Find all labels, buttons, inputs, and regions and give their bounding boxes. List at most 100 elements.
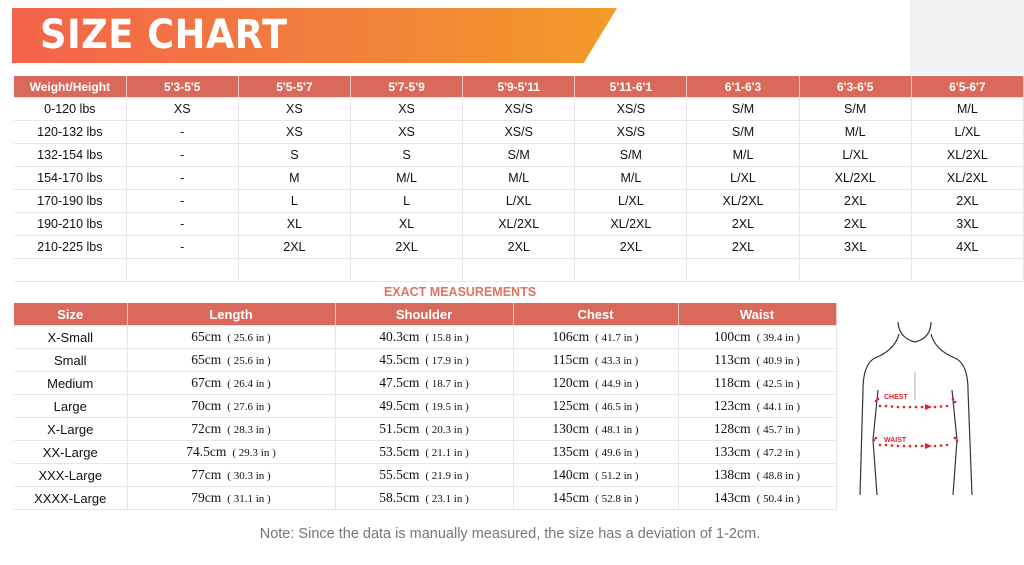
cm-value: 133cm	[713, 444, 751, 459]
measurement-cell: 125cm ( 46.5 in )	[513, 394, 679, 418]
inch-value: ( 29.3 in )	[232, 447, 276, 459]
measurement-cell: 40.3cm ( 15.8 in )	[335, 325, 514, 349]
inch-value: ( 50.4 in )	[756, 493, 801, 505]
table-cell: 2XL	[574, 235, 688, 259]
inch-value: ( 20.3 in )	[425, 424, 469, 436]
cm-value: 79cm	[191, 490, 222, 505]
table-cell	[911, 258, 1024, 282]
measurement-cell: 140cm ( 51.2 in )	[513, 463, 679, 487]
table-row: XXX-Large 77cm ( 30.3 in ) 55.5cm ( 21.9 in …	[14, 463, 837, 487]
inch-value: ( 27.6 in )	[227, 401, 271, 413]
measurement-cell: 113cm ( 40.9 in )	[678, 348, 837, 372]
grey-panel	[910, 0, 1024, 75]
inch-value: ( 31.1 in )	[227, 493, 271, 505]
table-cell: M/L	[462, 166, 576, 190]
cm-value: 120cm	[552, 375, 590, 390]
column-header: Chest	[513, 303, 679, 326]
table-cell: -	[126, 120, 239, 144]
page-title: SIZE CHART	[40, 12, 288, 58]
table-cell: S/M	[462, 143, 576, 167]
cm-value: 65cm	[191, 352, 222, 367]
measurement-cell: 49.5cm ( 19.5 in )	[335, 394, 514, 418]
inch-value: ( 21.1 in )	[425, 447, 469, 459]
column-header: Waist	[678, 303, 837, 326]
table-row: Large 70cm ( 27.6 in ) 49.5cm ( 19.5 in ) 125…	[14, 394, 837, 418]
cm-value: 130cm	[552, 421, 590, 436]
table-cell: M/L	[911, 97, 1024, 121]
cm-value: 118cm	[714, 375, 751, 390]
table-cell: 170-190 lbs	[14, 189, 127, 213]
measurement-cell: 130cm ( 48.1 in )	[513, 417, 679, 441]
inch-value: ( 41.7 in )	[595, 332, 639, 344]
measurement-note: Note: Since the data is manually measure…	[259, 526, 761, 542]
table-cell: 120-132 lbs	[14, 120, 127, 144]
size-cell: X-Small	[14, 325, 128, 349]
cm-value: 55.5cm	[379, 467, 420, 482]
cm-value: 115cm	[552, 352, 589, 367]
size-cell: Large	[14, 394, 128, 418]
inch-value: ( 19.5 in )	[425, 401, 469, 413]
inch-value: ( 47.2 in )	[756, 447, 801, 459]
table-cell: 2XL	[799, 212, 912, 236]
measurement-cell: 74.5cm ( 29.3 in )	[127, 440, 336, 464]
cm-value: 140cm	[552, 467, 590, 482]
table-cell: L	[238, 189, 351, 213]
measurement-cell: 138cm ( 48.8 in )	[678, 463, 837, 487]
table-cell: 190-210 lbs	[14, 212, 127, 236]
measurement-cell: 58.5cm ( 23.1 in )	[335, 486, 514, 510]
table-cell: L	[350, 189, 464, 213]
body-measurement-figure: CHEST WAIST	[859, 321, 973, 496]
table-cell	[462, 258, 576, 282]
size-cell: Small	[14, 348, 128, 372]
table-cell: 4XL	[911, 235, 1024, 259]
column-header: 5'5-5'7	[238, 76, 351, 98]
column-header: Shoulder	[335, 303, 514, 326]
measurement-cell: 106cm ( 41.7 in )	[513, 325, 679, 349]
column-header: 5'3-5'5	[126, 76, 239, 98]
measurement-cell: 143cm ( 50.4 in )	[678, 486, 837, 510]
cm-value: 100cm	[713, 329, 751, 344]
column-header: 6'1-6'3	[686, 76, 800, 98]
inch-value: ( 45.7 in )	[756, 424, 801, 436]
table-cell: XL/2XL	[574, 212, 688, 236]
size-cell: XX-Large	[14, 440, 128, 464]
measurements-table: Size Length Shoulder Chest Waist X-Small 65cm…	[14, 303, 837, 510]
table-cell: 2XL	[350, 235, 464, 259]
chest-label: CHEST	[884, 394, 908, 401]
cm-value: 47.5cm	[379, 375, 420, 390]
table-cell: 2XL	[238, 235, 351, 259]
inch-value: ( 26.4 in )	[227, 378, 271, 390]
table-cell: 2XL	[462, 235, 576, 259]
table-cell: XS/S	[574, 120, 688, 144]
table-cell: 3XL	[911, 212, 1024, 236]
table-cell	[238, 258, 351, 282]
table-cell: 2XL	[686, 212, 800, 236]
inch-value: ( 15.8 in )	[425, 332, 469, 344]
inch-value: ( 17.9 in )	[425, 355, 469, 367]
inch-value: ( 51.2 in )	[595, 470, 639, 482]
cm-value: 123cm	[713, 398, 751, 413]
table-row: XX-Large 74.5cm ( 29.3 in ) 53.5cm ( 21.1 in…	[14, 440, 837, 464]
table-cell: M/L	[574, 166, 688, 190]
cm-value: 67cm	[191, 375, 222, 390]
table-cell: S	[238, 143, 351, 167]
table-cell: 132-154 lbs	[14, 143, 127, 167]
table-cell: M/L	[350, 166, 464, 190]
inch-value: ( 48.1 in )	[595, 424, 639, 436]
measurement-cell: 128cm ( 45.7 in )	[678, 417, 837, 441]
table-row: 170-190 lbs - L L L/XL L/XL XL/2XL 2XL 2XL	[14, 189, 1024, 213]
torso-outline-icon	[859, 321, 973, 496]
inch-value: ( 23.1 in )	[425, 493, 469, 505]
inch-value: ( 21.9 in )	[425, 470, 469, 482]
table-cell: XS/S	[462, 120, 576, 144]
column-header: Size	[14, 303, 128, 326]
measurement-cell: 67cm ( 26.4 in )	[127, 371, 336, 395]
cm-value: 113cm	[714, 352, 751, 367]
table-cell: S/M	[799, 97, 912, 121]
cm-value: 128cm	[713, 421, 751, 436]
chest-dots	[874, 397, 957, 410]
cm-value: 58.5cm	[379, 490, 420, 505]
table-row: 190-210 lbs - XL XL XL/2XL XL/2XL 2XL 2XL 3XL	[14, 212, 1024, 236]
measurement-cell: 53.5cm ( 21.1 in )	[335, 440, 514, 464]
measurement-cell: 133cm ( 47.2 in )	[678, 440, 837, 464]
